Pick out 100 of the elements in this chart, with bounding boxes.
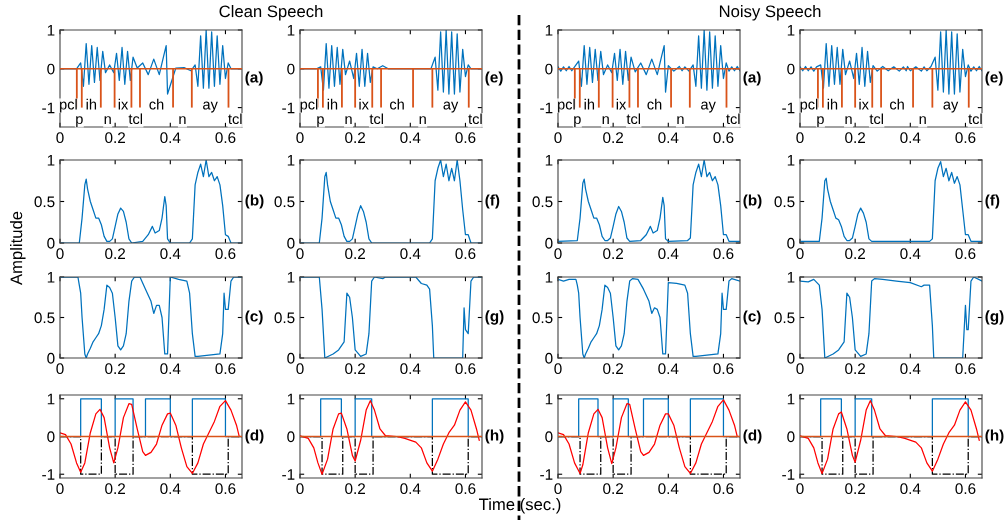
y-tick-label: 0.5 bbox=[532, 196, 553, 208]
x-tick-label: 0.4 bbox=[658, 248, 679, 260]
annotation: pcl bbox=[300, 98, 318, 113]
text: (d) bbox=[743, 429, 762, 444]
x-tick-label: 0 bbox=[296, 483, 304, 495]
y-tick-label: 1 bbox=[287, 272, 295, 283]
x-tick-label: 0.6 bbox=[455, 483, 476, 495]
annotation: tcl bbox=[869, 113, 883, 125]
x-tick-label: 0.2 bbox=[105, 132, 125, 144]
y-tick-label: -1 bbox=[42, 102, 55, 114]
x-tick-label: 0.4 bbox=[900, 248, 921, 260]
x-tick-label: 0.2 bbox=[845, 132, 865, 144]
x-tick-label: 0.4 bbox=[400, 483, 421, 495]
annotation: ch bbox=[889, 98, 904, 110]
line-series bbox=[60, 400, 240, 475]
text: (b) bbox=[743, 194, 762, 209]
x-tick-label: 0.6 bbox=[955, 248, 976, 260]
x-tick-label: 0.2 bbox=[603, 483, 623, 495]
y-tick-label: 1 bbox=[787, 155, 795, 166]
y-tick-label: 1 bbox=[47, 393, 55, 405]
annotation: p bbox=[817, 116, 824, 128]
annotation: ix bbox=[616, 98, 627, 110]
y-tick-label: -1 bbox=[782, 469, 795, 480]
y-tick-label: 0 bbox=[287, 352, 295, 364]
text: (d) bbox=[245, 429, 264, 444]
annotation: n bbox=[677, 116, 684, 124]
annotation: ch bbox=[149, 98, 164, 110]
annotation: tcl bbox=[468, 113, 482, 125]
line-series bbox=[558, 160, 740, 242]
line-series bbox=[800, 277, 982, 358]
y-tick-label: 0 bbox=[47, 63, 55, 75]
text: (g) bbox=[985, 310, 1004, 325]
y-tick-label: 1 bbox=[47, 272, 55, 283]
annotation: ih bbox=[827, 98, 838, 110]
annotation: tcl bbox=[369, 113, 383, 125]
x-tick-label: 0.4 bbox=[160, 248, 181, 260]
y-tick-label: 0 bbox=[47, 431, 55, 443]
y-tick-label: 1 bbox=[47, 25, 55, 36]
x-tick-label: 0.4 bbox=[400, 132, 421, 144]
annotation: pcl bbox=[558, 98, 575, 113]
annotation: p bbox=[76, 116, 83, 128]
y-tick-label: 1 bbox=[287, 155, 295, 166]
annotation: tcl bbox=[228, 113, 242, 125]
x-tick-label: 0.4 bbox=[160, 483, 181, 495]
x-tick-label: 0.6 bbox=[713, 248, 734, 260]
x-tick-label: 0.4 bbox=[658, 363, 679, 375]
x-tick-label: 0.2 bbox=[845, 483, 865, 495]
y-tick-label: 0.5 bbox=[532, 312, 553, 324]
y-tick-label: 0 bbox=[545, 352, 553, 364]
y-tick-label: -1 bbox=[540, 102, 553, 114]
x-tick-label: 0.6 bbox=[713, 132, 734, 144]
line-series bbox=[300, 400, 480, 475]
y-tick-label: 0.5 bbox=[774, 312, 795, 324]
annotation: ih bbox=[86, 98, 97, 110]
annotation: tcl bbox=[128, 113, 143, 125]
y-tick-label: -1 bbox=[282, 102, 295, 114]
x-tick-label: 0.6 bbox=[215, 132, 236, 144]
x-tick-label: 0.4 bbox=[400, 363, 421, 375]
y-tick-label: 0.5 bbox=[34, 312, 55, 324]
y-tick-label: -1 bbox=[782, 102, 795, 114]
chart-title: Noisy Speech bbox=[719, 5, 821, 21]
x-tick-label: 0 bbox=[296, 248, 304, 260]
text: (e) bbox=[485, 71, 503, 86]
annotation: pcl bbox=[60, 98, 77, 113]
x-tick-label: 0.4 bbox=[900, 132, 921, 144]
text: (a) bbox=[245, 71, 263, 86]
annotation: ix bbox=[359, 98, 369, 110]
annotation: n bbox=[419, 116, 426, 124]
y-tick-label: 1 bbox=[787, 272, 795, 283]
text: (f) bbox=[485, 194, 500, 209]
y-tick-label: 0.5 bbox=[34, 196, 55, 208]
chart-title: Clean Speech bbox=[219, 5, 323, 21]
annotation: n bbox=[179, 116, 186, 124]
annotation: tcl bbox=[968, 113, 982, 125]
x-tick-label: 0 bbox=[56, 248, 64, 260]
annotation: ih bbox=[584, 98, 595, 110]
line-series bbox=[800, 400, 980, 475]
x-tick-label: 0.2 bbox=[345, 132, 365, 144]
annotation: p bbox=[317, 116, 324, 128]
y-tick-label: -1 bbox=[540, 469, 553, 480]
annotation: ix bbox=[118, 98, 129, 110]
annotation: n bbox=[602, 116, 609, 124]
x-tick-label: 0.2 bbox=[345, 363, 365, 375]
text: (b) bbox=[245, 194, 264, 209]
y-tick-label: 1 bbox=[287, 25, 295, 36]
annotation: n bbox=[104, 116, 111, 124]
x-tick-label: 0.2 bbox=[603, 132, 623, 144]
y-tick-label: 1 bbox=[545, 155, 553, 166]
y-tick-label: 0 bbox=[545, 63, 553, 75]
x-tick-label: 0 bbox=[554, 363, 562, 375]
y-tick-label: 0 bbox=[787, 431, 795, 443]
annotation: ay bbox=[203, 101, 218, 113]
annotation: n bbox=[345, 116, 352, 124]
x-tick-label: 0.2 bbox=[845, 248, 865, 260]
y-tick-label: 0 bbox=[787, 352, 795, 364]
x-tick-label: 0.6 bbox=[455, 132, 476, 144]
line-series bbox=[558, 399, 738, 475]
annotation: ch bbox=[647, 98, 662, 110]
y-tick-label: 0.5 bbox=[274, 312, 295, 324]
x-tick-label: 0.2 bbox=[105, 483, 125, 495]
